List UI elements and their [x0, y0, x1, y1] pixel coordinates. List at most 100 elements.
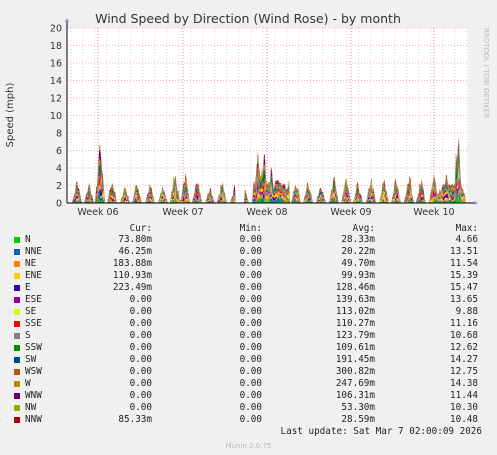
- legend-swatch: [14, 357, 20, 363]
- x-tick-label: Week 08: [246, 207, 287, 218]
- legend-min: 0.00: [239, 342, 262, 353]
- legend-min: 0.00: [239, 258, 262, 269]
- generator-label: Munin 2.0.75: [225, 442, 272, 450]
- legend-min: 0.00: [239, 246, 262, 257]
- legend-swatch: [14, 381, 20, 387]
- legend-row-n: N 73.80m 0.00 28.33m 4.66: [0, 234, 497, 246]
- legend-cur: 0.00: [129, 402, 152, 413]
- legend-swatch: [14, 321, 20, 327]
- legend-row-wsw: WSW 0.00 0.00 300.82m 12.75: [0, 366, 497, 378]
- legend-name: SW: [25, 354, 37, 365]
- legend-cur: 0.00: [129, 378, 152, 389]
- legend-name: NE: [25, 258, 37, 269]
- legend-min: 0.00: [239, 306, 262, 317]
- legend-avg: 123.79m: [335, 330, 375, 341]
- axes: [65, 18, 478, 205]
- legend-row-sse: SSE 0.00 0.00 110.27m 11.16: [0, 318, 497, 330]
- legend-row-ssw: SSW 0.00 0.00 109.61m 12.62: [0, 342, 497, 354]
- legend-min: 0.00: [239, 318, 262, 329]
- legend-swatch: [14, 297, 20, 303]
- legend-swatch: [14, 369, 20, 375]
- legend-swatch: [14, 309, 20, 315]
- legend-swatch: [14, 249, 20, 255]
- legend-name: NNE: [25, 246, 42, 257]
- x-axis-arrow: [474, 201, 478, 205]
- x-tick-labels: Week 06 Week 07 Week 08 Week 09 Week 10: [77, 207, 454, 218]
- legend-row-ese: ESE 0.00 0.00 139.63m 13.65: [0, 294, 497, 306]
- legend-name: NNW: [25, 414, 42, 425]
- legend-row-wnw: WNW 0.00 0.00 106.31m 11.44: [0, 390, 497, 402]
- x-tick-label: Week 09: [330, 207, 371, 218]
- legend-row-se: SE 0.00 0.00 113.02m 9.88: [0, 306, 497, 318]
- legend-name: NW: [25, 402, 37, 413]
- x-tick-label: Week 07: [162, 207, 203, 218]
- legend-row-w: W 0.00 0.00 247.69m 14.38: [0, 378, 497, 390]
- legend-name: W: [25, 378, 31, 389]
- legend-cur: 0.00: [129, 342, 152, 353]
- legend-header-min: Min:: [239, 223, 262, 234]
- legend-avg: 106.31m: [335, 390, 375, 401]
- legend-row-nnw: NNW 85.33m 0.00 28.59m 10.48: [0, 414, 497, 426]
- legend-row-nne: NNE 46.25m 0.00 20.22m 13.51: [0, 246, 497, 258]
- legend-avg: 20.22m: [341, 246, 375, 257]
- legend-min: 0.00: [239, 402, 262, 413]
- legend-row-nw: NW 0.00 0.00 53.30m 10.30: [0, 402, 497, 414]
- y-tick-label: 16: [50, 59, 62, 70]
- legend-name: N: [25, 234, 31, 245]
- legend-cur: 223.49m: [112, 282, 152, 293]
- legend-avg: 300.82m: [335, 366, 375, 377]
- legend-swatch: [14, 417, 20, 423]
- y-tick-label: 0: [56, 199, 62, 210]
- legend-name: SE: [25, 306, 37, 317]
- legend-min: 0.00: [239, 390, 262, 401]
- legend-max: 15.47: [450, 282, 478, 293]
- legend-max: 4.66: [455, 234, 478, 245]
- legend-cur: 0.00: [129, 330, 152, 341]
- y-tick-label: 10: [50, 111, 62, 122]
- legend-header-avg: Avg:: [352, 223, 375, 234]
- y-tick-label: 2: [56, 181, 62, 192]
- legend-row-e: E 223.49m 0.00 128.46m 15.47: [0, 282, 497, 294]
- series-area-ne: [67, 186, 468, 203]
- legend-swatch: [14, 261, 20, 267]
- legend-cur: 0.00: [129, 294, 152, 305]
- legend-name: S: [25, 330, 31, 341]
- legend-cur: 85.33m: [118, 414, 152, 425]
- legend-min: 0.00: [239, 330, 262, 341]
- legend-avg: 110.27m: [335, 318, 375, 329]
- legend-name: WNW: [25, 390, 42, 401]
- y-axis-label: Speed (mph): [5, 83, 16, 148]
- legend-max: 11.44: [450, 390, 478, 401]
- legend-swatch: [14, 393, 20, 399]
- legend-avg: 99.93m: [341, 270, 375, 281]
- y-tick-label: 4: [56, 164, 62, 175]
- legend-max: 10.68: [450, 330, 478, 341]
- x-tick-label: Week 06: [77, 207, 118, 218]
- legend-cur: 73.80m: [118, 234, 152, 245]
- legend-max: 13.65: [450, 294, 478, 305]
- rrdtool-watermark: RRDTOOL / TOBI OETIKER: [482, 28, 490, 118]
- legend-min: 0.00: [239, 282, 262, 293]
- legend-avg: 49.70m: [341, 258, 375, 269]
- legend-cur: 0.00: [129, 390, 152, 401]
- legend-header-cur: Cur:: [129, 223, 152, 234]
- legend-name: ESE: [25, 294, 42, 305]
- legend-cur: 183.88m: [112, 258, 152, 269]
- legend-row-ene: ENE 110.93m 0.00 99.93m 15.39: [0, 270, 497, 282]
- legend-min: 0.00: [239, 294, 262, 305]
- legend-row-ne: NE 183.88m 0.00 49.70m 11.54: [0, 258, 497, 270]
- series-area-sse: [67, 163, 468, 203]
- legend-max: 14.27: [450, 354, 478, 365]
- legend-swatch: [14, 345, 20, 351]
- legend-max: 10.48: [450, 414, 478, 425]
- legend-name: SSW: [25, 342, 42, 353]
- legend-max: 10.30: [450, 402, 478, 413]
- legend-swatch: [14, 285, 20, 291]
- legend-swatch: [14, 237, 20, 243]
- legend-min: 0.00: [239, 354, 262, 365]
- legend-min: 0.00: [239, 366, 262, 377]
- y-tick-label: 20: [50, 24, 62, 35]
- last-update: Last update: Sat Mar 7 02:00:09 2026: [280, 426, 483, 437]
- legend-row-sw: SW 0.00 0.00 191.45m 14.27: [0, 354, 497, 366]
- series-area-se: [67, 165, 468, 203]
